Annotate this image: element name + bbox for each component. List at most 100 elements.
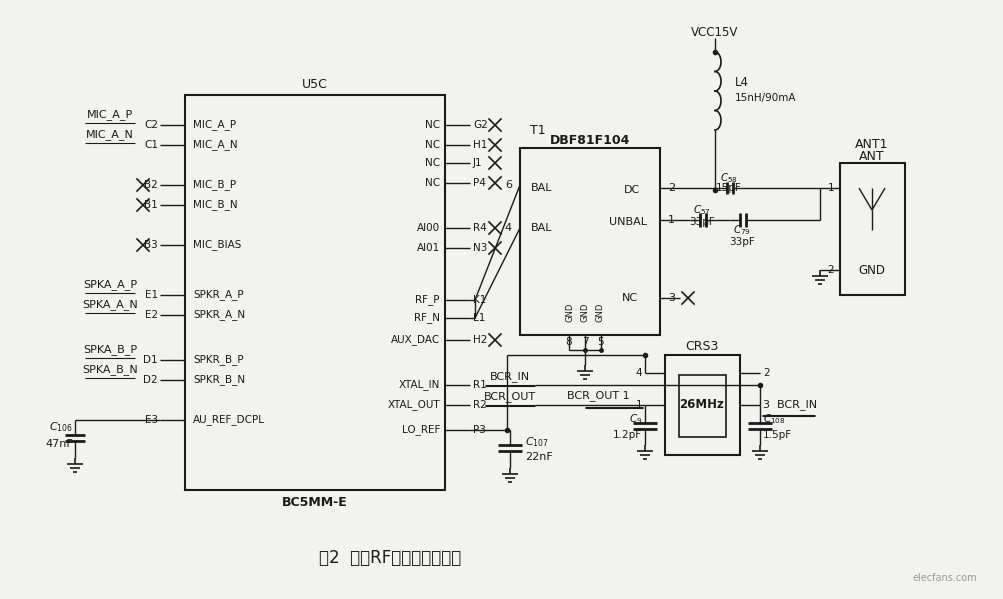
Text: UNBAL: UNBAL: [609, 217, 646, 227]
Text: $C_{79}$: $C_{79}$: [732, 223, 750, 237]
Text: D1: D1: [143, 355, 157, 365]
Text: AI00: AI00: [416, 223, 439, 233]
Text: SPKA_A_P: SPKA_A_P: [83, 280, 137, 291]
Text: 图2  蓝牙RF子系统电路设计: 图2 蓝牙RF子系统电路设计: [319, 549, 460, 567]
Text: 33pF: 33pF: [728, 237, 754, 247]
Text: AUX_DAC: AUX_DAC: [390, 335, 439, 346]
Text: 1.5pF: 1.5pF: [762, 430, 791, 440]
Text: 2: 2: [826, 265, 833, 275]
Text: BAL: BAL: [531, 223, 553, 233]
Text: MIC_B_P: MIC_B_P: [193, 180, 236, 190]
Text: G2: G2: [472, 120, 487, 130]
Text: B2: B2: [144, 180, 157, 190]
Text: U5C: U5C: [302, 78, 328, 92]
Text: NC: NC: [424, 158, 439, 168]
Bar: [678, 375, 725, 437]
Text: N3: N3: [472, 243, 486, 253]
Text: MIC_A_P: MIC_A_P: [193, 120, 236, 131]
Text: ANT1: ANT1: [855, 138, 888, 152]
Text: H1: H1: [472, 140, 486, 150]
Text: NC: NC: [621, 293, 638, 303]
Text: 4: 4: [505, 223, 512, 233]
Text: $C_{57}$: $C_{57}$: [693, 203, 710, 217]
Text: SPKA_A_N: SPKA_A_N: [82, 300, 137, 310]
Text: J1: J1: [472, 158, 482, 168]
Text: NC: NC: [424, 178, 439, 188]
Text: 4: 4: [635, 368, 641, 378]
Text: $C_{108}$: $C_{108}$: [762, 412, 784, 426]
Text: VCC15V: VCC15V: [691, 26, 738, 38]
Text: MIC_A_P: MIC_A_P: [87, 110, 133, 120]
Text: MIC_A_N: MIC_A_N: [193, 140, 238, 150]
Text: 5: 5: [597, 337, 604, 347]
Text: GND: GND: [565, 302, 574, 322]
Text: E1: E1: [144, 290, 157, 300]
Text: DBF81F104: DBF81F104: [550, 134, 630, 147]
Bar: [520, 148, 659, 335]
Text: XTAL_OUT: XTAL_OUT: [387, 400, 439, 410]
Text: XTAL_IN: XTAL_IN: [398, 380, 439, 391]
Text: MIC_B_N: MIC_B_N: [193, 199, 238, 210]
Text: T1: T1: [530, 123, 546, 137]
Text: elecfans.com: elecfans.com: [912, 573, 976, 583]
Text: C2: C2: [143, 120, 157, 130]
Text: DC: DC: [623, 185, 640, 195]
Text: BCR_IN: BCR_IN: [489, 371, 530, 382]
Bar: [664, 355, 739, 455]
Text: SPKR_A_P: SPKR_A_P: [193, 289, 244, 301]
Text: 33pF: 33pF: [688, 217, 714, 227]
Text: 1: 1: [826, 183, 833, 193]
Bar: [840, 163, 904, 295]
Text: 22nF: 22nF: [525, 452, 553, 462]
Text: $C_{107}$: $C_{107}$: [525, 435, 549, 449]
Text: SPKR_A_N: SPKR_A_N: [193, 310, 245, 320]
Text: NC: NC: [424, 120, 439, 130]
Text: BCR_OUT 1: BCR_OUT 1: [567, 391, 629, 401]
Text: MIC_BIAS: MIC_BIAS: [193, 240, 241, 250]
Text: K1: K1: [472, 295, 485, 305]
Text: $C_{106}$: $C_{106}$: [49, 420, 73, 434]
Text: LO_REF: LO_REF: [401, 425, 439, 435]
Text: CRS3: CRS3: [685, 340, 718, 353]
Text: MIC_A_N: MIC_A_N: [86, 129, 133, 140]
Text: 6: 6: [505, 180, 512, 190]
Text: AI01: AI01: [416, 243, 439, 253]
Text: D2: D2: [143, 375, 157, 385]
Text: B1: B1: [144, 200, 157, 210]
Text: R2: R2: [472, 400, 486, 410]
Text: GND: GND: [595, 302, 604, 322]
Text: P3: P3: [472, 425, 485, 435]
Text: C1: C1: [143, 140, 157, 150]
Text: B3: B3: [144, 240, 157, 250]
Text: R4: R4: [472, 223, 486, 233]
Text: BCR_OUT: BCR_OUT: [483, 392, 536, 403]
Text: SPKR_B_N: SPKR_B_N: [193, 374, 245, 385]
Text: E2: E2: [144, 310, 157, 320]
Text: SPKR_B_P: SPKR_B_P: [193, 355, 244, 365]
Text: 15nH/90mA: 15nH/90mA: [734, 93, 795, 103]
Text: P4: P4: [472, 178, 485, 188]
Text: $C_{58}$: $C_{58}$: [719, 171, 737, 185]
Text: 7: 7: [581, 337, 588, 347]
Text: ANT: ANT: [859, 150, 884, 162]
Text: SPKA_B_P: SPKA_B_P: [83, 344, 137, 355]
Text: BAL: BAL: [531, 183, 553, 193]
Text: 47nF: 47nF: [45, 439, 73, 449]
Text: RF_N: RF_N: [413, 313, 439, 323]
Text: NC: NC: [424, 140, 439, 150]
Text: GND: GND: [858, 264, 885, 277]
Text: 26MHz: 26MHz: [679, 398, 724, 412]
Text: L1: L1: [472, 313, 484, 323]
Text: 2: 2: [667, 183, 674, 193]
Text: 3: 3: [667, 293, 674, 303]
Text: RF_P: RF_P: [415, 295, 439, 305]
Text: 1: 1: [667, 215, 674, 225]
Text: 2: 2: [762, 368, 769, 378]
Text: 3  BCR_IN: 3 BCR_IN: [762, 400, 816, 410]
Text: R1: R1: [472, 380, 486, 390]
Text: L4: L4: [734, 75, 748, 89]
Text: $C_9$: $C_9$: [628, 412, 641, 426]
Text: AU_REF_DCPL: AU_REF_DCPL: [193, 415, 265, 425]
Text: BC5MM-E: BC5MM-E: [282, 495, 347, 509]
Text: 8: 8: [565, 337, 572, 347]
